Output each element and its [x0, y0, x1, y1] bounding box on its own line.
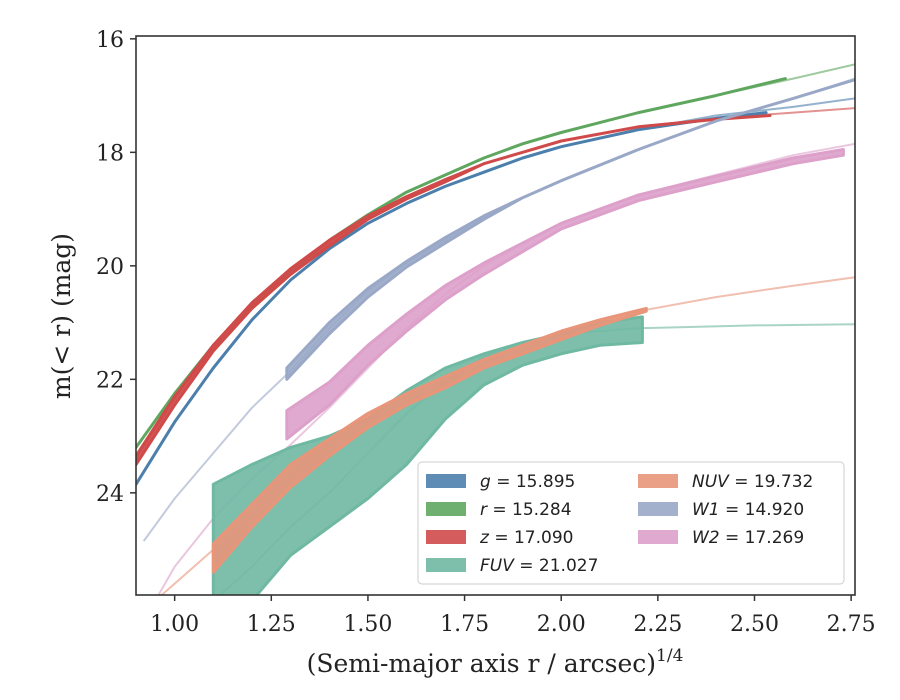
legend-swatch-w1	[638, 502, 678, 516]
x-tick-label: 2.00	[537, 612, 586, 637]
y-tick-label: 22	[96, 368, 124, 393]
y-tick-label: 20	[96, 255, 124, 280]
legend-swatch-nuv	[638, 474, 678, 488]
plot-frame	[135, 35, 856, 596]
legend-swatch-w2	[638, 530, 678, 544]
legend-label-w1: W1 = 14.920	[692, 500, 804, 520]
x-tick-label: 2.75	[827, 612, 876, 637]
y-axis-title: m(< r) (mag)	[47, 233, 76, 399]
profile-band-z	[136, 114, 772, 466]
x-axis-title-exponent: 1/4	[656, 646, 683, 666]
legend-swatch-z	[426, 530, 466, 544]
x-tick-label: 1.00	[150, 612, 199, 637]
legend-label-r: r = 15.284	[480, 500, 572, 520]
legend: g = 15.895 r = 15.284 z = 17.090 FUV = 21.0…	[417, 461, 845, 585]
profile-band-w1	[285, 78, 855, 381]
x-axis-title-text: (Semi-major axis r / arcsec)	[307, 649, 656, 678]
profile-band-nuv	[211, 306, 648, 574]
y-tick-label: 24	[96, 482, 124, 507]
legend-swatch-g	[426, 474, 466, 488]
legend-swatch-r	[426, 502, 466, 516]
x-tick-label: 1.75	[440, 612, 489, 637]
legend-label-fuv: FUV = 21.027	[480, 556, 598, 576]
legend-box	[417, 461, 845, 585]
y-axis-ticks: 16 18 20 22 24	[96, 28, 136, 507]
x-tick-label: 2.25	[633, 612, 682, 637]
y-tick-label: 16	[96, 28, 124, 53]
x-axis-title: (Semi-major axis r / arcsec)1/4	[307, 646, 684, 678]
x-tick-label: 2.50	[730, 612, 779, 637]
x-axis-ticks: 1.00 1.25 1.50 1.75 2.00 2.25 2.50 2.75	[150, 595, 876, 637]
legend-label-z: z = 17.090	[479, 528, 573, 548]
legend-label-w2: W2 = 17.269	[692, 528, 804, 548]
legend-items: g = 15.895 r = 15.284 z = 17.090 FUV = 21.0…	[426, 472, 813, 576]
profile-band-g	[136, 111, 768, 486]
profile-bands	[136, 77, 855, 595]
x-tick-label: 1.50	[343, 612, 392, 637]
legend-label-g: g = 15.895	[480, 472, 575, 492]
legend-swatch-fuv	[426, 558, 466, 572]
y-tick-label: 18	[96, 141, 124, 166]
profile-band-w2	[285, 148, 845, 441]
x-tick-label: 1.25	[247, 612, 296, 637]
legend-label-nuv: NUV = 19.732	[692, 472, 813, 492]
